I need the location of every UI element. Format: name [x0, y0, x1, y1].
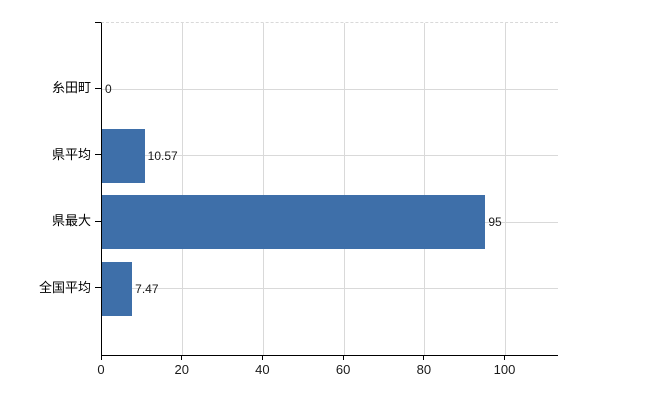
vertical-gridline: [343, 23, 345, 355]
x-axis-tick-label: 60: [335, 362, 351, 377]
bar-value-label: 0: [105, 82, 112, 97]
vertical-gridline: [182, 23, 184, 355]
x-axis-tick: [504, 355, 506, 360]
category-label: 県平均: [51, 146, 91, 162]
x-axis-tick-label: 20: [174, 362, 189, 377]
x-axis-tick: [261, 355, 263, 360]
x-axis-tick-label: 80: [416, 362, 432, 377]
bar-value-label: 95: [488, 215, 502, 230]
y-axis-tick: [95, 87, 101, 89]
x-axis-tick-label: 40: [255, 362, 270, 377]
horizontal-gridline: [102, 155, 558, 157]
bar: [102, 128, 145, 183]
bar-value-label: 10.57: [147, 148, 178, 163]
x-axis-tick-label: 0: [97, 362, 105, 377]
category-label: 糸田町: [51, 80, 91, 96]
x-axis-tick: [342, 355, 344, 360]
y-axis-tick: [95, 220, 101, 222]
category-label: 県最大: [51, 213, 91, 229]
plot-area: 0 10.57 95 7.47: [101, 22, 558, 356]
bar-value-label: 7.47: [135, 281, 159, 296]
vertical-gridline: [424, 23, 426, 355]
bar: [102, 195, 486, 250]
y-axis-end-tick: [95, 22, 101, 23]
category-label: 全国平均: [38, 279, 91, 295]
bar: [102, 261, 133, 316]
x-axis-tick: [181, 355, 183, 360]
x-axis-tick: [423, 355, 425, 360]
horizontal-gridline: [102, 88, 558, 90]
x-axis-tick-label: 100: [493, 362, 516, 377]
horizontal-gridline: [102, 288, 558, 290]
vertical-gridline: [505, 23, 507, 355]
y-axis-tick: [95, 154, 101, 156]
vertical-gridline: [262, 23, 264, 355]
y-axis-tick: [95, 287, 101, 289]
x-axis-tick: [100, 355, 102, 360]
